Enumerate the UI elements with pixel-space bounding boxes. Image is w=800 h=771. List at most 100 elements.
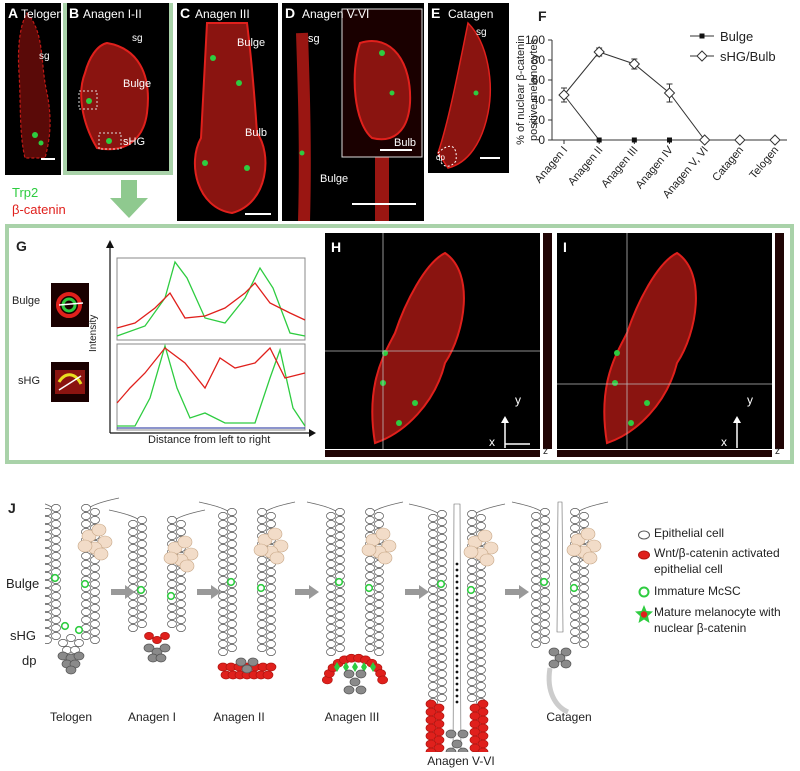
epithelial-cell — [137, 620, 147, 628]
epithelial-cell — [51, 528, 61, 536]
sebaceous-gland-cell — [381, 539, 397, 553]
epithelial-cell — [176, 576, 186, 584]
epithelial-cell — [374, 576, 384, 584]
epithelial-cell — [167, 524, 177, 532]
melanin-granule — [455, 658, 459, 662]
epithelial-cell — [374, 608, 384, 616]
epithelial-cell — [467, 694, 477, 702]
epithelial-cell — [137, 596, 147, 604]
epithelial-cell — [335, 556, 345, 564]
epithelial-cell — [45, 604, 52, 612]
epithelial-cell — [51, 536, 61, 544]
epithelial-cell — [81, 632, 91, 640]
epithelial-cell — [257, 644, 267, 652]
epithelial-cell — [90, 628, 100, 636]
epithelial-cell — [265, 662, 277, 672]
melanin-granule — [455, 610, 459, 614]
stage-arrow-icon — [197, 585, 221, 599]
epithelial-cell — [90, 604, 100, 612]
melanin-granule — [455, 664, 459, 668]
epithelial-cell — [227, 620, 237, 628]
epithelial-cell — [579, 616, 589, 624]
epithelial-cell — [476, 666, 486, 674]
data-point-bulge — [667, 137, 672, 143]
epithelial-cell — [570, 516, 580, 524]
epithelial-cell — [227, 548, 237, 556]
epithelial-cell — [579, 520, 589, 528]
epithelial-cell — [137, 604, 147, 612]
epithelial-cell — [579, 640, 589, 648]
legend-label-0: Bulge — [720, 29, 753, 44]
melanin-granule — [455, 616, 459, 620]
epithelial-cell — [476, 586, 486, 594]
bulge-green-trace — [116, 260, 306, 337]
epithelial-cell — [137, 548, 147, 556]
epithelial-cell — [335, 644, 345, 652]
panel-j-label: J — [8, 500, 16, 516]
panel-e-image — [437, 21, 491, 169]
epithelial-cell — [531, 568, 541, 576]
epithelial-cell — [227, 508, 237, 516]
epithelial-cell — [45, 580, 52, 588]
data-point-shg-bulb — [593, 46, 605, 58]
mature-melanocyte — [343, 662, 349, 672]
regressing-sheath — [546, 667, 570, 715]
panel-j-shg-label: sHG — [10, 628, 36, 643]
epithelial-cell — [257, 604, 267, 612]
epithelial-cell — [247, 657, 259, 667]
epithelial-cell-icon — [638, 530, 650, 540]
epithelial-cell — [531, 616, 541, 624]
melanin-granule — [455, 592, 459, 596]
epithelial-cell — [428, 674, 438, 682]
epithelial-cell — [570, 612, 580, 620]
mature-melanocyte — [361, 662, 367, 672]
epithelial-cell — [218, 544, 228, 552]
stage-arrow-icon — [505, 585, 529, 599]
epithelial-cell — [167, 532, 177, 540]
epithelial-cell — [477, 747, 489, 752]
panel-j-dp-label: dp — [22, 653, 37, 668]
epithelial-cell — [374, 592, 384, 600]
immature-mcsc — [136, 585, 146, 595]
panel-g-intensity-plot — [106, 240, 316, 437]
epithelial-cell — [467, 622, 477, 630]
epithelial-cell — [374, 632, 384, 640]
panel-c-title: Anagen III — [195, 7, 250, 21]
panel-a-scale-bar — [41, 158, 55, 160]
sebaceous-gland-cell — [273, 539, 289, 553]
epithelial-cell — [137, 612, 147, 620]
shg-green-trace — [117, 343, 306, 427]
epithelial-cell — [540, 620, 550, 628]
epithelial-cell — [349, 677, 361, 687]
epithelial-cell — [476, 570, 486, 578]
panel-e-sg-label: sg — [476, 27, 487, 38]
y-tick-label: 20 — [532, 113, 546, 127]
sebaceous-gland-cell — [269, 551, 285, 565]
epithelial-cell — [257, 628, 267, 636]
epithelial-cell — [428, 618, 438, 626]
epithelial-cell — [128, 536, 138, 544]
epithelial-cell — [476, 618, 486, 626]
bulge-red-trace — [116, 282, 306, 329]
epithelial-cell — [227, 556, 237, 564]
melanin-granule — [455, 646, 459, 650]
epithelial-cell — [176, 600, 186, 608]
epithelial-cell — [51, 592, 61, 600]
epithelial-cell — [437, 566, 447, 574]
panel-b-shg-label: sHG — [123, 136, 145, 148]
epithelial-cell — [467, 518, 477, 526]
panel-g-row-shg-label: sHG — [18, 375, 40, 387]
epithelial-cell — [437, 526, 447, 534]
epithelial-cell — [531, 600, 541, 608]
sebaceous-gland-cell — [361, 543, 377, 557]
epithelial-cell — [579, 576, 589, 584]
series-line-0 — [563, 94, 670, 141]
epithelial-cell — [335, 532, 345, 540]
epithelial-cell — [531, 624, 541, 632]
down-arrow-icon — [110, 180, 148, 218]
epithelial-cell — [176, 584, 186, 592]
hair-shaft — [556, 501, 564, 633]
epithelial-cell — [570, 524, 580, 532]
epithelial-cell — [90, 572, 100, 580]
epithelial-cell — [227, 540, 237, 548]
